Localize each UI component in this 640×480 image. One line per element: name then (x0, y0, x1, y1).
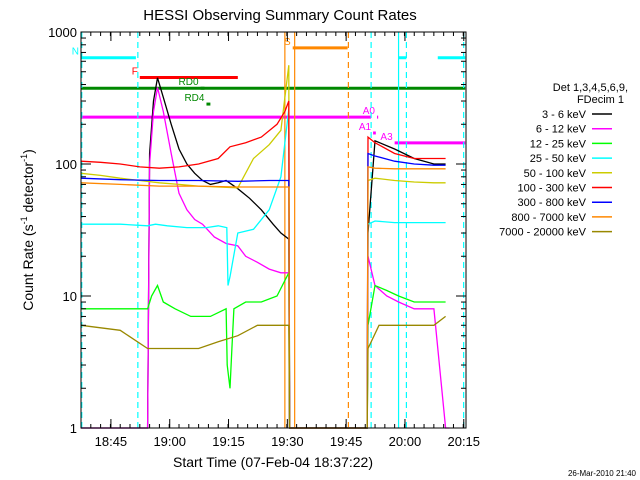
series-line (81, 87, 450, 429)
x-tick-label: 19:15 (212, 434, 245, 449)
y-axis: 1 10 100 1000 (48, 25, 466, 436)
flag-label: N (72, 47, 79, 58)
series-line (81, 272, 446, 429)
y-label-main: Count Rate (s (20, 224, 36, 310)
flag-label: A3 (380, 132, 393, 143)
legend-label: 800 - 7000 keV (511, 212, 586, 224)
y-label-sup1: -1 (19, 216, 29, 224)
flag-label: A0 (363, 106, 376, 117)
flag-label: RD0 (179, 77, 199, 88)
legend-header-line1: Det 1,3,4,5,6,9, (553, 82, 628, 94)
series-line (81, 109, 446, 429)
data-series (80, 65, 450, 429)
series-line (80, 315, 446, 429)
y-tick-label: 1 (70, 421, 77, 436)
y-label-end: ) (20, 149, 36, 154)
legend-label: 6 - 12 keV (536, 124, 587, 136)
timestamp-footer: 26-Mar-2010 21:40 (568, 469, 637, 478)
legend-label: 12 - 25 keV (530, 138, 587, 150)
legend-label: 3 - 6 keV (542, 109, 587, 121)
x-axis: 18:45 19:00 19:15 19:30 19:45 20:00 20:15 (80, 32, 480, 449)
legend-label: 100 - 300 keV (518, 183, 587, 195)
y-tick-label: 10 (63, 289, 77, 304)
legend: 3 - 6 keV 6 - 12 keV 12 - 25 keV 25 - 50 ke… (499, 109, 612, 239)
flag-label: A1 (359, 122, 372, 133)
x-tick-label: 18:45 (95, 434, 128, 449)
x-axis-label: Start Time (07-Feb-04 18:37:22) (173, 454, 373, 470)
x-tick-label: 20:00 (389, 434, 422, 449)
series-line (80, 65, 446, 429)
legend-label: 300 - 800 keV (518, 197, 587, 209)
x-tick-label: 20:15 (447, 434, 480, 449)
series-line (80, 100, 446, 429)
legend-header-line2: FDecim 1 (577, 94, 624, 106)
legend-label: 50 - 100 keV (524, 168, 587, 180)
x-tick-label: 19:30 (271, 434, 304, 449)
legend-label: 7000 - 20000 keV (499, 227, 587, 239)
y-tick-label: 1000 (48, 25, 77, 40)
flag-label: F (132, 67, 138, 78)
y-label-mid: detector (20, 162, 36, 217)
x-tick-label: 19:00 (153, 434, 186, 449)
attenuator-vertical-lines (81, 32, 465, 428)
chart-title: HESSI Observing Summary Count Rates (143, 7, 416, 24)
series-line (80, 152, 446, 429)
flag-label: RD4 (184, 93, 204, 104)
y-label-sup2: -1 (19, 154, 29, 162)
y-tick-label: 100 (55, 157, 77, 172)
series-line (81, 77, 446, 429)
legend-label: 25 - 50 keV (530, 153, 587, 165)
plot-frame (80, 31, 467, 429)
x-tick-label: 19:45 (330, 434, 363, 449)
flag-label: S (284, 37, 291, 48)
y-axis-label: Count Rate (s-1 detector-1) (19, 149, 36, 311)
